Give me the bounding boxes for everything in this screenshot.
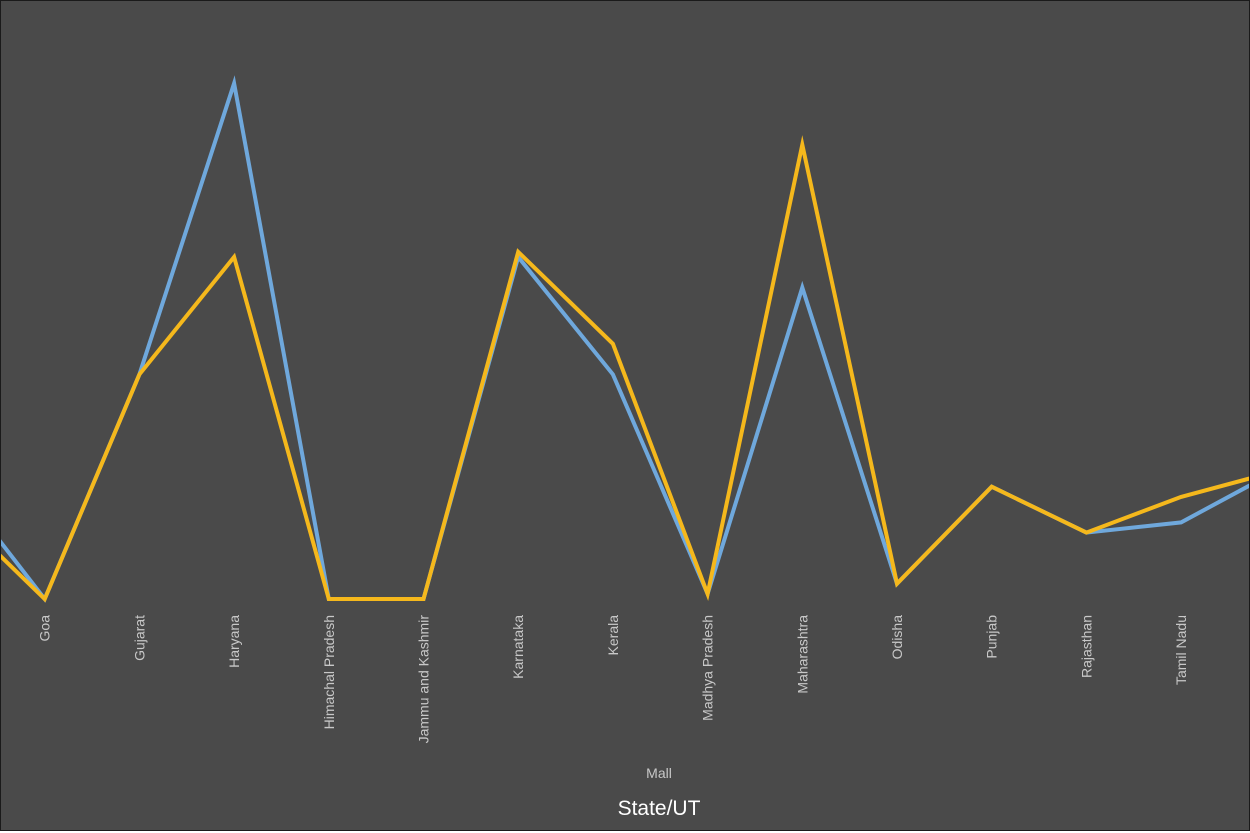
- x-tick-label: Odisha: [889, 615, 905, 660]
- x-tick-label: Maharashtra: [794, 615, 810, 694]
- x-group-label: Mall: [646, 765, 672, 781]
- x-tick-label: Karnataka: [510, 615, 526, 679]
- x-tick-label: Punjab: [984, 615, 1000, 659]
- x-tick-label: Himachal Pradesh: [321, 615, 337, 729]
- x-tick-label: Tamil Nadu: [1173, 615, 1189, 685]
- series-line-2: [1, 135, 1249, 603]
- x-axis-title: State/UT: [618, 797, 701, 820]
- x-tick-label: Kerala: [605, 615, 621, 656]
- x-tick-label: Madhya Pradesh: [700, 615, 716, 721]
- x-tick-label: Goa: [37, 615, 53, 642]
- x-axis-ticks: Goa Gujarat Haryana Himachal Pradesh Jammu a…: [37, 615, 1189, 744]
- series-lines: [1, 75, 1249, 603]
- x-tick-label: Rajasthan: [1078, 615, 1094, 678]
- x-tick-label: Gujarat: [131, 615, 147, 661]
- x-tick-label: Haryana: [226, 615, 242, 668]
- x-tick-label: Jammu and Kashmir: [416, 615, 432, 744]
